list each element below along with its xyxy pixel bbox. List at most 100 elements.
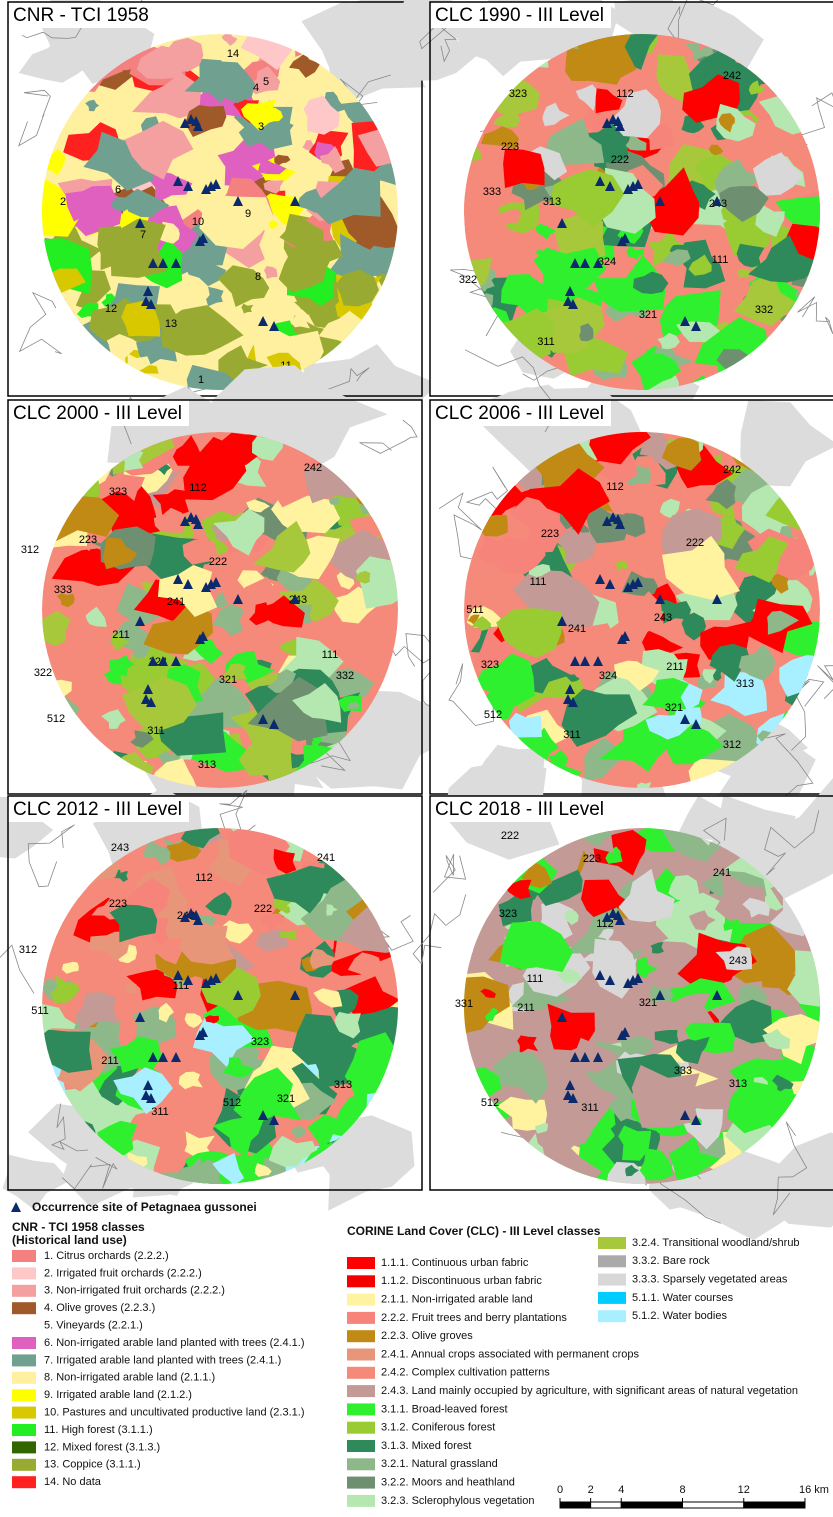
legend-label: 3.1.3. Mixed forest — [381, 1440, 472, 1452]
legend-label: 3.2.2. Moors and heathland — [381, 1477, 515, 1489]
legend-heading: (Historical land use) — [12, 1233, 127, 1247]
legend-swatch — [12, 1459, 36, 1471]
scale-segment — [683, 1502, 744, 1508]
legend-swatch — [347, 1275, 375, 1287]
legend-label: 2.4.1. Annual crops associated with perm… — [381, 1348, 640, 1360]
map-panel: 1454362710981213111CNR - TCI 1958 — [8, 0, 439, 416]
class-label: 241 — [568, 623, 586, 635]
legend-swatch — [12, 1250, 36, 1262]
legend-swatch — [12, 1285, 36, 1297]
class-label: 12 — [105, 303, 117, 315]
class-label: 313 — [198, 759, 216, 771]
legend-swatch — [12, 1424, 36, 1436]
class-label: 243 — [729, 955, 747, 967]
class-label: 512 — [47, 713, 65, 725]
class-label: 323 — [499, 908, 517, 920]
legend-label: 2.1.1. Non-irrigated arable land — [381, 1294, 533, 1306]
class-label: 333 — [483, 186, 501, 198]
legend-swatch — [347, 1440, 375, 1452]
class-label: 243 — [289, 594, 307, 606]
legend-label: 5. Vineyards (2.2.1.) — [44, 1320, 143, 1332]
scale-label: 4 — [618, 1484, 624, 1496]
map-panel: 2421122232221115112412432113233243133215… — [430, 350, 833, 825]
legend-label: 14. No data — [44, 1476, 102, 1488]
class-label: 512 — [481, 1097, 499, 1109]
class-label: 312 — [723, 739, 741, 751]
scale-label: 0 — [557, 1484, 563, 1496]
class-label: 8 — [255, 271, 261, 283]
class-label: 311 — [581, 1102, 599, 1114]
legend-label: 3.1.1. Broad-leaved forest — [381, 1403, 508, 1415]
class-label: 223 — [79, 534, 97, 546]
class-label: 10 — [192, 216, 204, 228]
legend-swatch — [347, 1385, 375, 1397]
panel-title: CLC 1990 - III Level — [435, 5, 604, 26]
class-label: 241 — [713, 867, 731, 879]
class-label: 331 — [455, 998, 473, 1010]
legend-label: 3. Non-irrigated fruit orchards (2.2.2.) — [44, 1285, 225, 1297]
legend-label: 6. Non-irrigated arable land planted wit… — [44, 1337, 304, 1349]
legend: Occurrence site of Petagnaea gussoneiCNR… — [11, 1200, 800, 1507]
class-label: 321 — [639, 309, 657, 321]
class-label: 324 — [599, 670, 617, 682]
legend-label: 3.3.3. Sparsely vegetated areas — [632, 1274, 788, 1286]
class-label: 211 — [101, 1055, 119, 1067]
class-label: 512 — [484, 709, 502, 721]
class-label: 243 — [111, 842, 129, 854]
legend-label: 2.2.2. Fruit trees and berry plantations — [381, 1312, 567, 1324]
class-label: 2 — [60, 196, 66, 208]
legend-swatch — [598, 1237, 626, 1249]
panel-title: CLC 2000 - III Level — [13, 403, 182, 424]
legend-swatch — [598, 1274, 626, 1286]
legend-label: 3.2.3. Sclerophylous vegetation — [381, 1495, 535, 1507]
legend-swatch — [12, 1389, 36, 1401]
class-label: 313 — [334, 1079, 352, 1091]
legend-swatch — [598, 1310, 626, 1322]
class-label: 112 — [616, 88, 634, 100]
legend-label: 5.1.1. Water courses — [632, 1292, 734, 1304]
class-label: 321 — [277, 1093, 295, 1105]
class-label: 222 — [611, 154, 629, 166]
class-label: 223 — [109, 898, 127, 910]
class-label: 5 — [263, 76, 269, 88]
class-label: 323 — [109, 486, 127, 498]
legend-swatch — [12, 1407, 36, 1419]
class-label: 323 — [251, 1036, 269, 1048]
legend-swatch — [347, 1422, 375, 1434]
legend-label: 8. Non-irrigated arable land (2.1.1.) — [44, 1372, 215, 1384]
class-label: 323 — [481, 659, 499, 671]
legend-label: 7. Irrigated arable land planted with tr… — [44, 1354, 281, 1366]
legend-swatch — [12, 1441, 36, 1453]
land-patch — [329, 497, 340, 505]
legend-swatch — [347, 1477, 375, 1489]
class-label: 112 — [189, 482, 207, 494]
class-label: 111 — [322, 649, 339, 661]
class-label: 112 — [195, 872, 213, 884]
legend-label: 1.1.1. Continuous urban fabric — [381, 1257, 529, 1269]
class-label: 312 — [19, 944, 37, 956]
legend-label: 4. Olive groves (2.2.3.) — [44, 1302, 155, 1314]
class-label: 312 — [21, 544, 39, 556]
legend-label: 13. Coppice (3.1.1.) — [44, 1459, 141, 1471]
legend-swatch — [598, 1255, 626, 1267]
class-label: 311 — [151, 1106, 169, 1118]
legend-marker — [11, 1202, 21, 1212]
class-label: 223 — [501, 141, 519, 153]
scale-segment — [744, 1502, 805, 1508]
class-label: 111 — [527, 973, 544, 985]
legend-label: 2.2.3. Olive groves — [381, 1330, 473, 1342]
class-label: 6 — [115, 184, 121, 196]
panel-title: CLC 2006 - III Level — [435, 403, 604, 424]
legend-heading: CORINE Land Cover (CLC) - III Level clas… — [347, 1224, 601, 1238]
map-panel: 2431122412232422223121115113232113133215… — [0, 788, 422, 1211]
legend-label: 2.4.3. Land mainly occupied by agricultu… — [381, 1385, 798, 1397]
map-panel: 2423231123122232223332412432113241113223… — [8, 365, 459, 839]
class-label: 333 — [54, 584, 72, 596]
class-label: 112 — [606, 481, 624, 493]
class-label: 222 — [686, 537, 704, 549]
legend-swatch — [12, 1267, 36, 1279]
legend-swatch — [347, 1349, 375, 1361]
legend-swatch — [12, 1476, 36, 1488]
legend-label: 3.2.1. Natural grassland — [381, 1458, 498, 1470]
class-label: 13 — [165, 318, 177, 330]
